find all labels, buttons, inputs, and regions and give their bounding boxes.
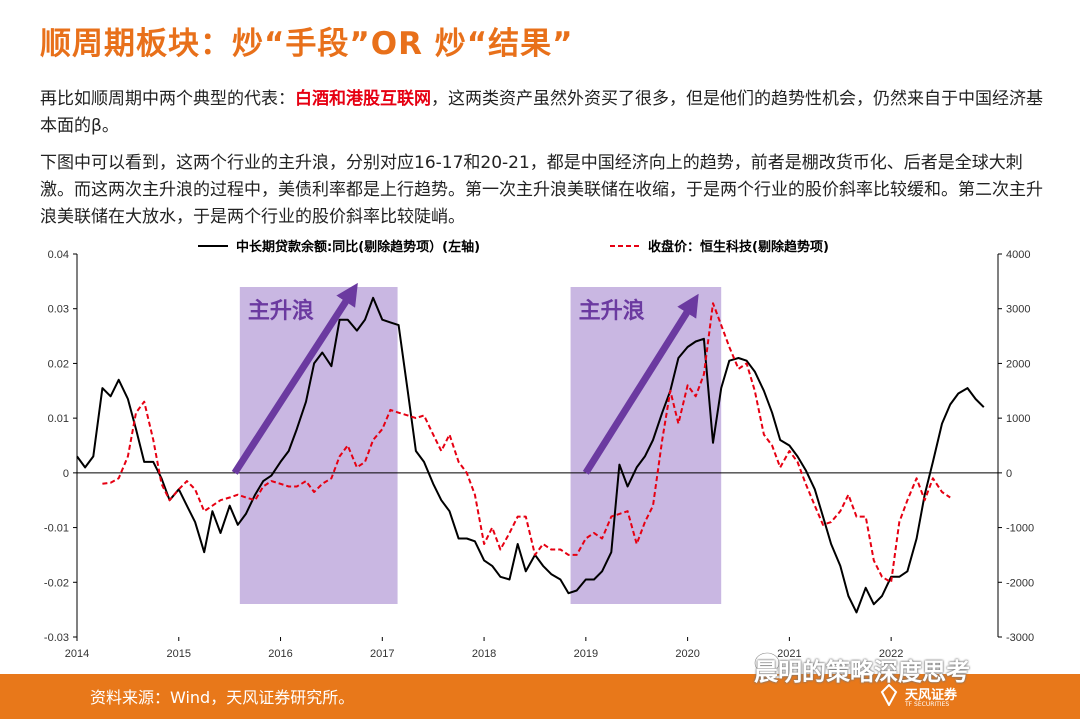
x-tick-label: 2021: [777, 648, 801, 660]
wechat-icon: [753, 651, 789, 679]
watermark-text: 晨明的策略深度思考: [754, 658, 970, 686]
annotation-label: 主升浪: [248, 298, 314, 324]
x-tick-label: 2019: [574, 648, 598, 660]
x-tick-label: 2016: [268, 648, 292, 660]
paragraph-1-highlight: 白酒和港股互联网: [295, 89, 431, 109]
y-right-tick-label: -1000: [1006, 523, 1034, 535]
y-left-tick-label: 0: [63, 468, 69, 480]
x-tick-label: 2022: [879, 648, 903, 660]
y-right-tick-label: 2000: [1006, 358, 1030, 370]
x-tick-label: 2018: [472, 648, 496, 660]
y-left-tick-label: -0.01: [44, 523, 69, 535]
y-right-tick-label: 3000: [1006, 304, 1030, 316]
legend-label: 收盘价：恒生科技(剔除趋势项): [648, 239, 829, 255]
tf-logo-icon: [880, 684, 898, 706]
x-tick-label: 2015: [167, 648, 191, 660]
y-left-tick-label: 0.01: [48, 413, 69, 425]
y-right-tick-label: 1000: [1006, 413, 1030, 425]
paragraph-1: 再比如顺周期中两个典型的代表：白酒和港股互联网，这两类资产虽然外资买了很多，但是…: [40, 86, 1050, 140]
y-right-tick-label: -3000: [1006, 632, 1034, 644]
y-right-tick-label: 4000: [1006, 249, 1030, 261]
y-right-tick-label: 0: [1006, 468, 1012, 480]
y-left-tick-label: -0.02: [44, 577, 69, 589]
footer-bar: 资料来源：Wind，天风证券研究所。: [0, 674, 1080, 719]
y-left-tick-label: -0.03: [44, 632, 69, 644]
paragraph-1-suffix: ，这两类资产虽然外资买了很多，但是他们的趋势性机会，仍然来自于中国经济基本面的β…: [40, 89, 1043, 136]
x-tick-label: 2020: [675, 648, 699, 660]
y-left-tick-label: 0.04: [48, 249, 69, 261]
annotation-label: 主升浪: [579, 298, 645, 324]
legend-label: 中长期贷款余额:同比(剔除趋势项）(左轴): [236, 239, 480, 255]
source-note: 资料来源：Wind，天风证券研究所。: [90, 688, 355, 707]
highlight-box: [239, 287, 398, 604]
y-left-tick-label: 0.02: [48, 358, 69, 370]
uptrend-arrow: [231, 282, 358, 475]
page-title: 顺周期板块：炒“手段”OR 炒“结果”: [40, 26, 574, 62]
dual-axis-line-chart: 0.04 0.03 0.02 0.01 0 -0.01 -0.02 -0.03 4000 3000…: [44, 239, 1034, 660]
paragraph-2: 下图中可以看到，这两个行业的主升浪，分别对应16-17和20-21，都是中国经济…: [40, 153, 1043, 227]
x-tick-label: 2014: [65, 648, 89, 660]
logo-sub: TF SECURITIES: [905, 701, 950, 708]
paragraph-1-prefix: 再比如顺周期中两个典型的代表：: [40, 89, 295, 109]
uptrend-arrow: [582, 293, 699, 475]
y-left-tick-label: 0.03: [48, 304, 69, 316]
y-right-tick-label: -2000: [1006, 577, 1034, 589]
logo-name: 天风证券: [905, 688, 958, 703]
x-tick-label: 2017: [370, 648, 394, 660]
series-line-loans: [76, 296, 985, 614]
series-line-hstech: [102, 302, 951, 584]
highlight-box: [570, 287, 722, 604]
